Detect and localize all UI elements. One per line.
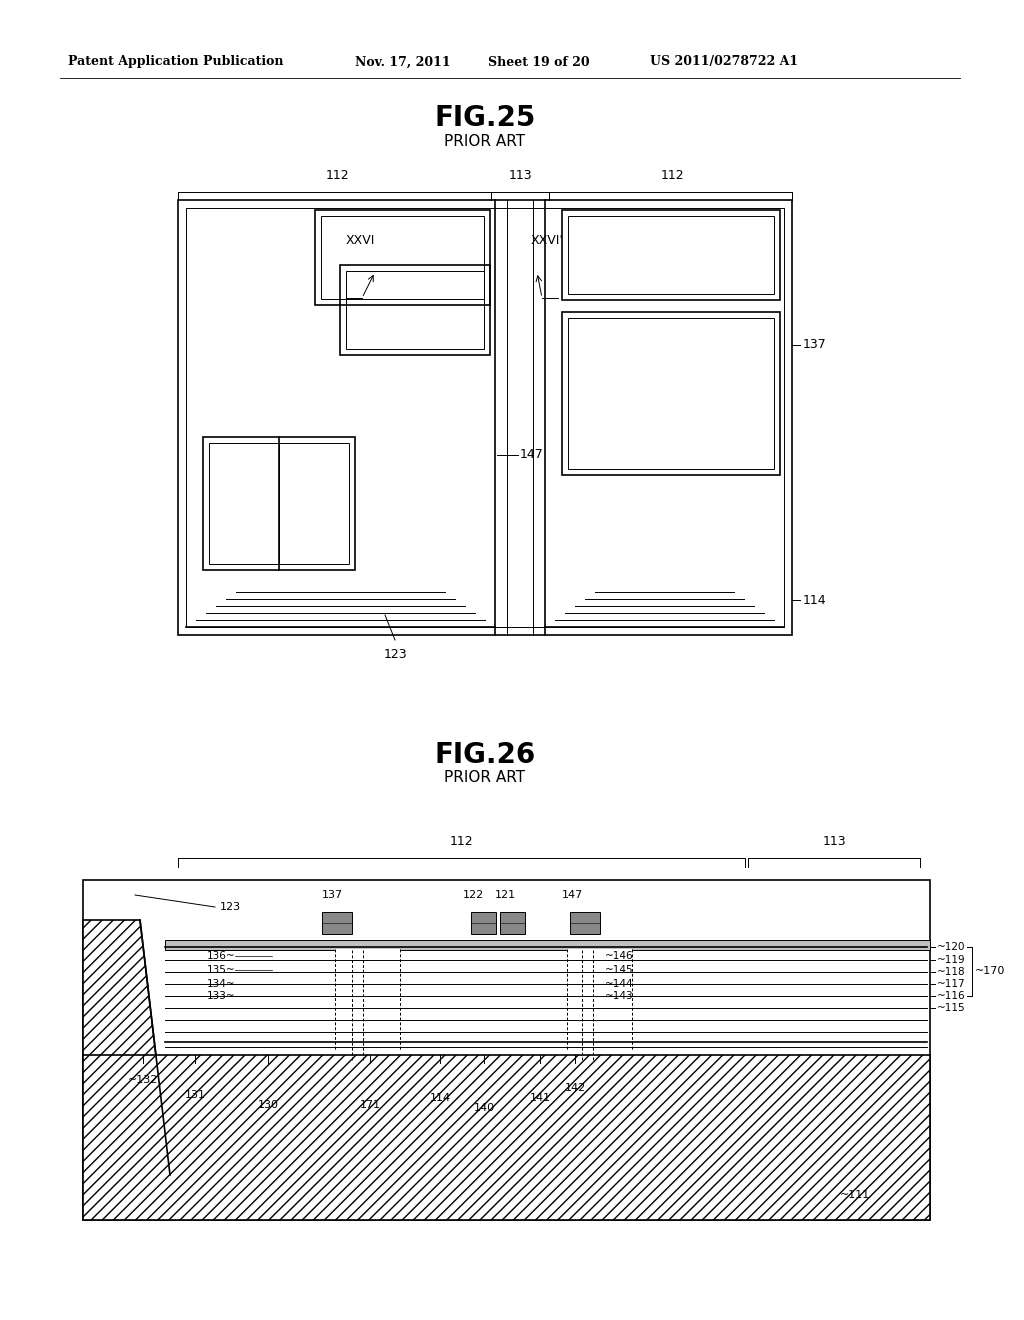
- Text: 131: 131: [184, 1090, 206, 1100]
- Text: 114: 114: [803, 594, 826, 606]
- Bar: [83, 880, 930, 1220]
- Bar: [322, 912, 352, 935]
- Bar: [203, 437, 355, 570]
- Text: 123: 123: [383, 648, 407, 661]
- Text: 147: 147: [520, 449, 544, 462]
- Text: 130: 130: [257, 1100, 279, 1110]
- Bar: [570, 912, 600, 935]
- Bar: [562, 210, 780, 300]
- Text: 137: 137: [322, 890, 343, 900]
- Text: ~170: ~170: [975, 966, 1006, 975]
- Bar: [315, 210, 490, 305]
- Text: ~120: ~120: [937, 942, 966, 952]
- Text: Sheet 19 of 20: Sheet 19 of 20: [488, 55, 590, 69]
- Text: Patent Application Publication: Patent Application Publication: [68, 55, 284, 69]
- Text: XXVI': XXVI': [530, 234, 563, 247]
- Text: ~118: ~118: [937, 968, 966, 977]
- Text: ~145: ~145: [605, 965, 634, 975]
- Text: 123: 123: [220, 902, 241, 912]
- Text: 171: 171: [359, 1100, 381, 1110]
- Bar: [500, 912, 525, 935]
- Bar: [321, 216, 484, 300]
- Text: 122: 122: [463, 890, 483, 900]
- Bar: [335, 949, 400, 1049]
- Text: 112: 112: [450, 836, 473, 847]
- Text: US 2011/0278722 A1: US 2011/0278722 A1: [650, 55, 798, 69]
- Text: ~117: ~117: [937, 979, 966, 989]
- Text: 112: 112: [326, 169, 349, 182]
- Bar: [186, 209, 784, 627]
- Bar: [568, 318, 774, 469]
- Text: 136~: 136~: [207, 950, 236, 961]
- Text: 141: 141: [529, 1093, 551, 1104]
- Text: 114: 114: [429, 1093, 451, 1104]
- Bar: [562, 312, 780, 475]
- Bar: [209, 444, 349, 564]
- Text: 133~: 133~: [207, 991, 236, 1001]
- Text: PRIOR ART: PRIOR ART: [444, 135, 525, 149]
- Text: Nov. 17, 2011: Nov. 17, 2011: [355, 55, 451, 69]
- Text: FIG.25: FIG.25: [434, 104, 536, 132]
- Text: 137: 137: [803, 338, 826, 351]
- Bar: [568, 216, 774, 294]
- Text: XXVI: XXVI: [345, 234, 375, 247]
- Text: ~132: ~132: [128, 1074, 158, 1085]
- Text: 113: 113: [822, 836, 846, 847]
- Text: ~146: ~146: [605, 950, 634, 961]
- Text: ~115: ~115: [937, 1003, 966, 1012]
- Text: PRIOR ART: PRIOR ART: [444, 771, 525, 785]
- Text: 134~: 134~: [207, 979, 236, 989]
- Text: 135~: 135~: [207, 965, 236, 975]
- Text: 113: 113: [508, 169, 531, 182]
- Bar: [178, 201, 792, 635]
- Bar: [165, 940, 930, 950]
- Bar: [346, 271, 484, 348]
- Text: ~144: ~144: [605, 979, 634, 989]
- Bar: [567, 949, 632, 1049]
- Text: 142: 142: [564, 1082, 586, 1093]
- Text: 147: 147: [561, 890, 583, 900]
- Text: ~111: ~111: [840, 1191, 870, 1200]
- Text: 140: 140: [473, 1104, 495, 1113]
- Bar: [83, 1055, 930, 1220]
- Text: 112: 112: [660, 169, 684, 182]
- Bar: [340, 265, 490, 355]
- Text: ~143: ~143: [605, 991, 634, 1001]
- Bar: [471, 912, 496, 935]
- Text: ~119: ~119: [937, 954, 966, 965]
- Polygon shape: [83, 920, 170, 1175]
- Text: ~116: ~116: [937, 991, 966, 1001]
- Text: 121: 121: [495, 890, 515, 900]
- Text: FIG.26: FIG.26: [434, 741, 536, 770]
